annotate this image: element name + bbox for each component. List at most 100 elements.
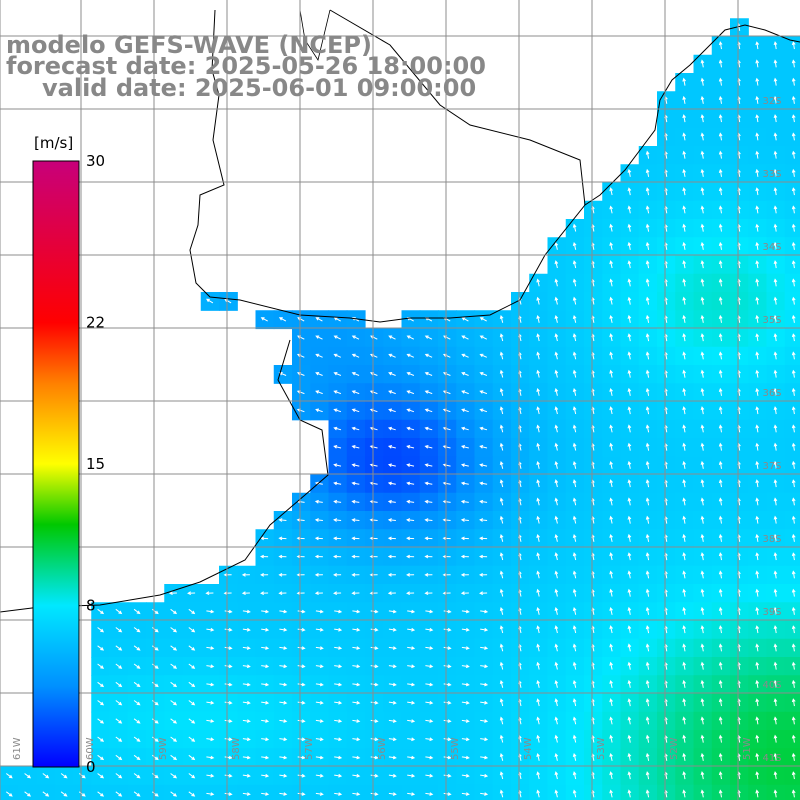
wind-cell: [784, 73, 800, 92]
wind-arrow: [241, 572, 250, 577]
lat-label: 40S: [762, 680, 781, 691]
wind-arrow: [609, 771, 613, 780]
wind-arrow: [572, 643, 577, 652]
wind-arrow: [460, 481, 469, 486]
wind-arrow: [278, 518, 287, 522]
wind-arrow: [773, 625, 778, 634]
wind-arrow: [536, 406, 540, 415]
wind-cell: [784, 146, 800, 165]
wind-arrow: [115, 791, 123, 797]
wind-arrow: [97, 754, 105, 761]
wind-arrow: [627, 168, 632, 177]
wind-arrow: [297, 609, 306, 614]
wind-arrow: [188, 718, 196, 724]
wind-arrow: [499, 734, 504, 743]
wind-arrow: [755, 552, 760, 561]
wind-arrow: [755, 41, 760, 50]
wind-arrow: [791, 716, 796, 725]
wind-arrow: [700, 187, 705, 196]
wind-arrow: [572, 333, 577, 342]
wind-arrow: [572, 460, 577, 469]
wind-arrow: [627, 314, 632, 323]
wind-arrow: [773, 351, 778, 360]
wind-arrow: [700, 205, 705, 214]
wind-arrow: [773, 588, 778, 597]
wind-arrow: [133, 700, 141, 706]
wind-arrow: [572, 351, 577, 360]
wind-arrow: [755, 515, 760, 524]
wind-arrow: [152, 645, 159, 651]
wind-arrow: [97, 681, 105, 688]
wind-arrow: [627, 533, 632, 542]
wind-arrow: [315, 408, 323, 413]
wind-arrow: [773, 205, 778, 214]
wind-arrow: [645, 771, 650, 780]
wind-arrow: [387, 591, 396, 596]
wind-arrow: [479, 353, 488, 358]
wind-arrow: [206, 298, 214, 304]
wind-arrow: [609, 296, 613, 305]
wind-arrow: [536, 625, 540, 634]
wind-cell: [784, 237, 800, 257]
wind-arrow: [333, 426, 342, 431]
wind-arrow: [499, 406, 504, 415]
wind-arrow: [609, 260, 613, 269]
wind-cell: [784, 365, 800, 384]
wind-arrow: [700, 771, 705, 780]
wind-arrow: [755, 387, 760, 396]
wind-arrow: [352, 755, 361, 760]
wind-arrow: [572, 752, 577, 761]
wind-arrow: [627, 351, 632, 360]
wind-arrow: [499, 570, 504, 579]
wind-arrow: [755, 114, 760, 123]
wind-arrow: [170, 608, 178, 615]
wind-arrow: [351, 518, 360, 522]
wind-arrow: [499, 442, 504, 451]
wind-arrow: [700, 497, 705, 506]
wind-arrow: [718, 625, 723, 634]
wind-arrow: [718, 351, 723, 360]
wind-arrow: [5, 773, 13, 779]
wind-arrow: [773, 533, 778, 542]
wind-arrow: [718, 460, 723, 469]
wind-arrow: [645, 479, 650, 488]
wind-arrow: [461, 773, 470, 778]
wind-arrow: [499, 752, 504, 761]
wind-arrow: [170, 681, 178, 688]
wind-arrow: [425, 719, 434, 723]
wind-arrow: [682, 588, 686, 597]
wind-arrow: [261, 646, 270, 650]
wind-cell: [273, 784, 293, 800]
wind-arrow: [278, 554, 287, 559]
wind-arrow: [499, 606, 504, 615]
wind-arrow: [536, 679, 540, 688]
wind-arrow: [536, 515, 540, 524]
wind-arrow: [333, 445, 342, 449]
wind-arrow: [536, 333, 540, 342]
wind-arrow: [333, 481, 342, 486]
wind-arrow: [791, 789, 796, 798]
wind-cell: [784, 54, 800, 74]
wind-arrow: [97, 645, 105, 651]
wind-arrow: [206, 646, 215, 650]
wind-arrow: [97, 700, 105, 706]
wind-arrow: [334, 773, 343, 778]
wind-arrow: [627, 606, 632, 615]
wind-arrow: [554, 424, 559, 433]
wind-arrow: [773, 296, 778, 305]
wind-arrow: [572, 698, 577, 707]
wind-arrow: [627, 497, 632, 506]
wind-arrow: [461, 646, 470, 650]
wind-arrow: [352, 627, 361, 632]
wind-arrow: [773, 187, 778, 196]
wind-arrow: [224, 755, 233, 760]
wind-arrow: [791, 625, 796, 634]
wind-arrow: [97, 791, 105, 797]
wind-arrow: [369, 572, 378, 577]
wind-arrow: [224, 646, 233, 650]
wind-arrow: [315, 792, 324, 796]
wind-arrow: [424, 426, 433, 431]
wind-arrow: [609, 752, 613, 761]
